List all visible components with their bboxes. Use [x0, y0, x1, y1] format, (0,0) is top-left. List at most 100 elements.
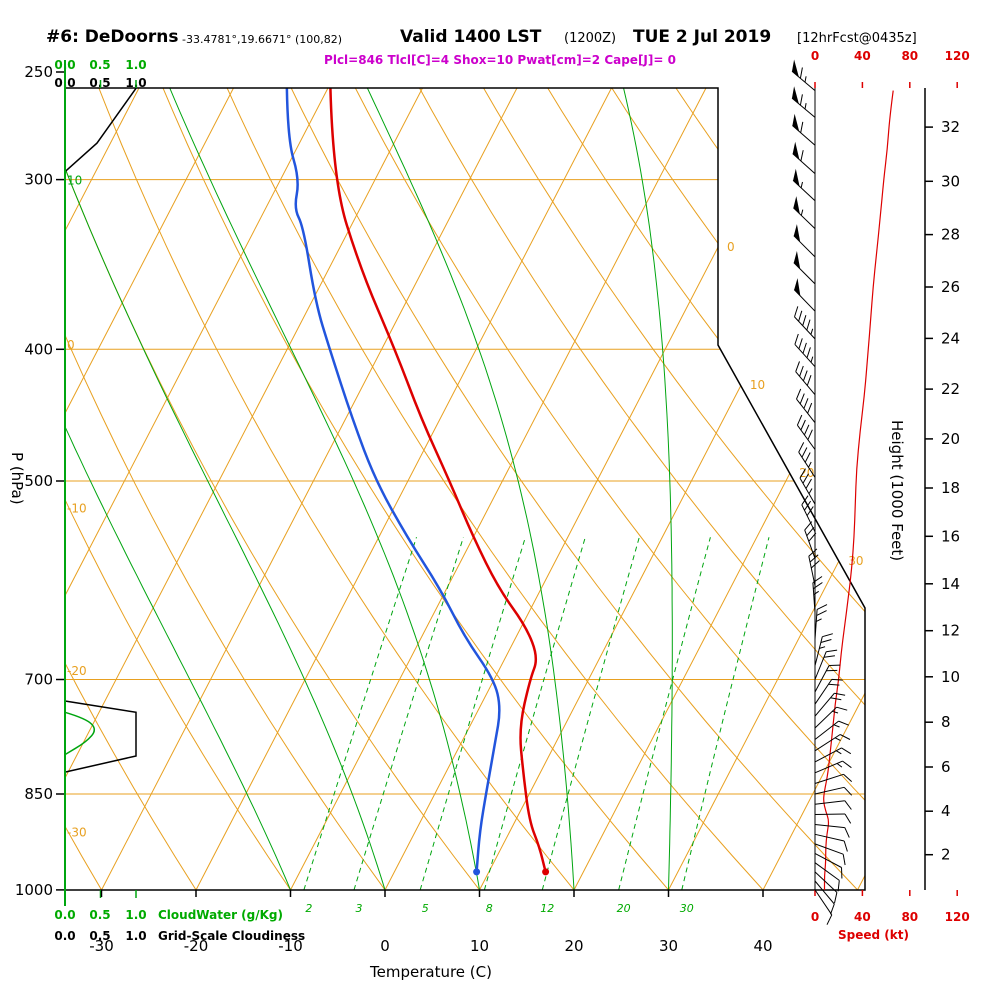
moist-adiabat-line [65, 88, 386, 890]
wind-barb [814, 800, 852, 810]
temperature-tick-label: 20 [564, 937, 583, 955]
wind-barb [814, 633, 833, 666]
isotherm-label: 20 [799, 466, 814, 480]
dry-adiabat-line [65, 88, 480, 890]
height-tick-label: 18 [941, 479, 960, 497]
isotherm-line [668, 88, 865, 890]
height-tick-label: 4 [941, 802, 951, 820]
speed-tick-label: 0 [811, 910, 819, 924]
isotherm-label: 0 [727, 240, 735, 254]
wind-barb [814, 843, 846, 866]
speed-tick-label: 80 [901, 910, 918, 924]
mixing-ratio-line [353, 537, 464, 890]
pressure-tick-label: 500 [24, 472, 53, 490]
wind-barbs [791, 59, 853, 925]
dry-adiabat-label: -30 [67, 825, 87, 839]
wind-barb [814, 880, 835, 915]
speed-tick-label: 120 [945, 49, 970, 63]
sounding-params: Plcl=846 Tlcl[C]=4 Shox=10 Pwat[cm]=2 Ca… [324, 53, 676, 67]
mixing-ratio-label: 2 [305, 902, 312, 915]
cloudwater-legend: CloudWater (g/Kg) [158, 908, 284, 922]
isotherm-line [290, 88, 707, 890]
wind-barb [801, 495, 816, 533]
wind-barb [814, 813, 852, 824]
speed-tick-label: 40 [854, 910, 871, 924]
dry-adiabat-line [65, 88, 291, 890]
wind-barb [795, 361, 816, 396]
isotherm-line [101, 88, 518, 890]
speed-tick-label: 80 [901, 49, 918, 63]
isotherm-line [195, 88, 612, 890]
dry-adiabat-line [540, 88, 865, 890]
wind-barb [814, 604, 828, 640]
speed-tick-label: 120 [945, 910, 970, 924]
cloudiness-legend: Grid-Scale Cloudiness [158, 929, 306, 943]
cloudwater-scale-1-top: 1.0 [125, 58, 147, 72]
temperature-tick-label: -30 [89, 937, 114, 955]
temperature-tick-label: 10 [470, 937, 489, 955]
moist-adiabat-line [361, 88, 575, 890]
skewt-background [0, 77, 865, 890]
dry-adiabat-line [476, 88, 865, 890]
wind-barb [814, 664, 841, 693]
cloudwater-scale-05: 0.5 [89, 908, 111, 922]
pressure-tick-label: 700 [24, 671, 53, 689]
isotherm-line [65, 88, 234, 890]
wind-barb [793, 196, 816, 229]
temperature-tick-label: 30 [659, 937, 678, 955]
wind-barb [793, 251, 816, 285]
cloudiness-scale-0: 0.0 [54, 929, 76, 943]
wind-barb [791, 86, 816, 118]
wind-barb [814, 871, 838, 904]
mixing-ratio-line [681, 537, 770, 890]
wind-barb [793, 278, 816, 312]
height-tick-label: 10 [941, 668, 960, 686]
mixing-ratio-line [618, 537, 711, 890]
speed-tick-label: 40 [854, 49, 871, 63]
dry-adiabat-label: -10 [67, 501, 87, 515]
dry-adiabat-line [157, 88, 669, 890]
wind-barb [814, 706, 848, 729]
dry-adiabat-line [0, 77, 7, 890]
speed-tick-label: 0 [811, 49, 819, 63]
valid-time: Valid 1400 LST [400, 27, 542, 47]
temperature-tick-label: -10 [278, 937, 303, 955]
pressure-tick-label: 300 [24, 171, 53, 189]
wind-barb [814, 747, 852, 763]
wind-barb [796, 388, 816, 424]
height-tick-label: 14 [941, 575, 960, 593]
dry-adiabat-line [604, 88, 865, 890]
wind-barb [814, 824, 850, 838]
dry-adiabat-line [349, 88, 865, 890]
dry-adiabat-line [285, 88, 858, 890]
station-title: #6: DeDoorns [46, 27, 179, 47]
cloudwater-scale-1: 1.0 [125, 908, 147, 922]
wind-barb [814, 649, 838, 680]
wind-barb [814, 786, 853, 796]
dry-adiabat-label: 0 [67, 338, 75, 352]
wind-barb [808, 548, 820, 586]
wind-barb [794, 333, 816, 368]
height-tick-label: 12 [941, 622, 960, 640]
wind-barb [793, 224, 816, 258]
mixing-ratio-label: 30 [680, 902, 694, 915]
cloud-outline [64, 87, 137, 173]
dry-adiabat-label: -20 [67, 664, 87, 678]
isotherm-line [65, 88, 423, 890]
isotherm-line [65, 88, 140, 890]
pressure-tick-label: 400 [24, 340, 53, 358]
wind-barb [799, 468, 816, 505]
station-coords: -33.4781°,19.6671° (100,82) [182, 33, 343, 46]
temperature-tick-label: -20 [184, 937, 209, 955]
isotherm-line [479, 88, 865, 890]
height-tick-label: 28 [941, 226, 960, 244]
isotherm-line [65, 88, 329, 890]
pressure-tick-label: 250 [24, 63, 53, 81]
wind-barb [804, 521, 817, 559]
valid-date: TUE 2 Jul 2019 [633, 27, 772, 47]
pressure-tick-label: 850 [24, 785, 53, 803]
wind-barb [814, 734, 851, 752]
mixing-ratio-line [303, 537, 417, 890]
cloudwater-scale-05-top: 0.5 [89, 58, 111, 72]
wind-barb [792, 113, 816, 146]
